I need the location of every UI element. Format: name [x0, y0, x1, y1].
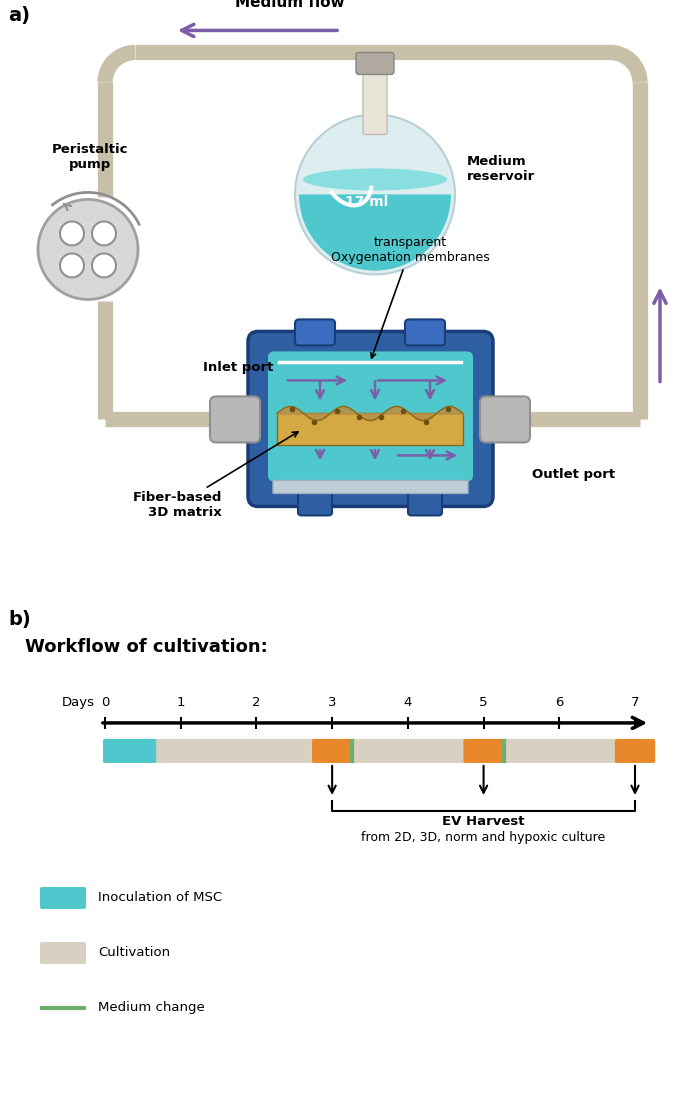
- Text: Workflow of cultivation:: Workflow of cultivation:: [25, 638, 268, 656]
- FancyBboxPatch shape: [615, 739, 655, 763]
- Circle shape: [38, 200, 138, 300]
- Wedge shape: [299, 194, 451, 270]
- FancyBboxPatch shape: [103, 739, 156, 763]
- FancyBboxPatch shape: [40, 942, 86, 964]
- Text: transparent
Oxygenation membranes: transparent Oxygenation membranes: [331, 236, 489, 358]
- Text: Medium change: Medium change: [98, 1001, 205, 1015]
- Text: a): a): [8, 7, 30, 25]
- Circle shape: [92, 254, 116, 278]
- Text: 5: 5: [479, 696, 488, 709]
- Circle shape: [60, 222, 84, 246]
- Text: 7: 7: [631, 696, 639, 709]
- FancyBboxPatch shape: [268, 351, 473, 481]
- FancyBboxPatch shape: [298, 492, 332, 515]
- Ellipse shape: [303, 168, 447, 190]
- Text: 1: 1: [177, 696, 185, 709]
- FancyBboxPatch shape: [312, 739, 352, 763]
- FancyBboxPatch shape: [408, 492, 442, 515]
- FancyBboxPatch shape: [480, 396, 530, 442]
- Text: 2: 2: [252, 696, 261, 709]
- Bar: [277, 414, 463, 446]
- FancyBboxPatch shape: [273, 481, 468, 493]
- Wedge shape: [301, 194, 449, 270]
- FancyBboxPatch shape: [103, 739, 637, 763]
- Text: 3: 3: [328, 696, 336, 709]
- Text: Outlet port: Outlet port: [532, 468, 615, 481]
- Text: b): b): [8, 609, 31, 629]
- FancyBboxPatch shape: [463, 739, 503, 763]
- Text: 4: 4: [403, 696, 412, 709]
- Text: Fiber-based
3D matrix: Fiber-based 3D matrix: [133, 432, 298, 519]
- Text: 6: 6: [555, 696, 564, 709]
- FancyBboxPatch shape: [295, 320, 335, 346]
- Text: Inoculation of MSC: Inoculation of MSC: [98, 892, 222, 905]
- Text: EV Harvest: EV Harvest: [443, 815, 525, 828]
- Text: Cultivation: Cultivation: [98, 946, 170, 960]
- Circle shape: [92, 222, 116, 246]
- Circle shape: [60, 254, 84, 278]
- Text: Peristaltic
pump: Peristaltic pump: [52, 144, 128, 171]
- Text: Medium
reservoir: Medium reservoir: [467, 156, 535, 183]
- Text: Medium flow: Medium flow: [235, 0, 345, 10]
- Text: 0: 0: [101, 696, 109, 709]
- FancyBboxPatch shape: [210, 396, 260, 442]
- FancyBboxPatch shape: [248, 332, 493, 506]
- Circle shape: [295, 114, 455, 274]
- Text: 17 ml: 17 ml: [345, 195, 388, 210]
- FancyBboxPatch shape: [405, 320, 445, 346]
- Text: from 2D, 3D, norm and hypoxic culture: from 2D, 3D, norm and hypoxic culture: [362, 831, 606, 844]
- FancyBboxPatch shape: [356, 53, 394, 75]
- FancyBboxPatch shape: [363, 66, 387, 134]
- Text: Days: Days: [62, 696, 95, 709]
- Text: Inlet port: Inlet port: [203, 361, 273, 374]
- FancyBboxPatch shape: [40, 887, 86, 909]
